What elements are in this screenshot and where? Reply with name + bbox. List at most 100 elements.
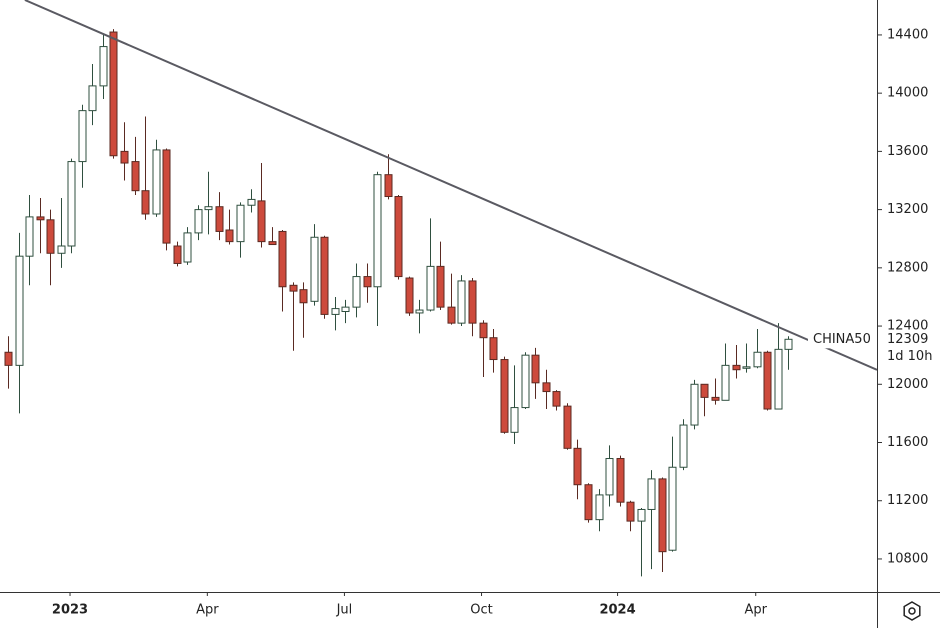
y-tick-label: 12400 xyxy=(887,319,928,334)
candle-body xyxy=(141,190,150,215)
x-tick-label: Oct xyxy=(470,603,492,618)
candle-body xyxy=(88,85,97,112)
candle-body xyxy=(479,322,488,339)
candle-body xyxy=(162,149,171,244)
candle-body xyxy=(573,447,582,486)
candle-body xyxy=(447,306,456,324)
candle-body xyxy=(46,219,55,254)
candle-body xyxy=(415,309,424,314)
y-tick-label: 14000 xyxy=(887,86,928,101)
candle-body xyxy=(384,174,393,198)
x-tick-label: Apr xyxy=(196,603,219,618)
candle-body xyxy=(742,366,751,369)
x-tick-label: Jul xyxy=(336,603,353,618)
candle-body xyxy=(299,289,308,304)
y-tick-label: 12000 xyxy=(887,377,928,392)
candle-body xyxy=(542,382,551,393)
candle-body xyxy=(489,337,498,361)
symbol-label-bg xyxy=(808,330,876,349)
candle-body xyxy=(15,255,24,366)
candle-body xyxy=(552,391,561,407)
settings-dot[interactable] xyxy=(908,607,916,615)
settings-hex[interactable] xyxy=(903,601,921,621)
candle-body xyxy=(457,280,466,324)
candle-body xyxy=(173,245,182,264)
candle-body xyxy=(25,216,34,257)
candle-body xyxy=(194,209,203,234)
symbol-label: CHINA50 xyxy=(813,332,871,347)
candle-body xyxy=(289,284,298,292)
candle-body xyxy=(67,161,76,247)
candle-body xyxy=(626,501,635,522)
candle-body xyxy=(605,458,614,496)
candle-body xyxy=(563,405,572,449)
candle-body xyxy=(247,198,256,206)
candle-body xyxy=(57,245,66,254)
candle-body xyxy=(204,206,213,211)
candle-body xyxy=(36,216,45,221)
last-price-label: 12309 xyxy=(887,332,928,347)
candle-body xyxy=(257,200,266,243)
candle-body xyxy=(690,383,699,426)
candle-body xyxy=(405,277,414,314)
settings-icon[interactable] xyxy=(903,601,921,621)
candle-body xyxy=(711,396,720,401)
candle-body xyxy=(647,478,656,510)
candle-body xyxy=(700,383,709,398)
candle-body xyxy=(320,236,329,315)
candle-body xyxy=(510,407,519,433)
candle-body xyxy=(436,265,445,308)
x-tick-label: Apr xyxy=(744,603,767,618)
candle-body xyxy=(236,204,245,243)
candle-body xyxy=(394,196,403,278)
candle-body xyxy=(774,348,783,410)
candle-body xyxy=(109,31,118,157)
candle-body xyxy=(310,236,319,302)
candle-body xyxy=(363,276,372,288)
candle-body xyxy=(468,280,477,324)
candle-body xyxy=(78,110,87,163)
candle-body xyxy=(763,351,772,410)
y-tick-label: 13200 xyxy=(887,202,928,217)
candle-body xyxy=(679,424,688,468)
x-tick-label: 2023 xyxy=(52,603,88,618)
candle-body xyxy=(616,458,625,503)
plot-area xyxy=(4,0,877,577)
candle-body xyxy=(732,364,741,371)
candle-body xyxy=(278,230,287,288)
candle-body xyxy=(668,466,677,551)
candle-body xyxy=(268,241,277,246)
y-tick-label: 11600 xyxy=(887,435,928,450)
candle-body xyxy=(4,351,13,366)
candle-body xyxy=(531,354,540,384)
candle-body xyxy=(120,150,129,164)
candle-body xyxy=(99,46,108,87)
trendline xyxy=(24,0,877,371)
y-tick-label: 13600 xyxy=(887,144,928,159)
candle-body xyxy=(426,265,435,311)
candle-body xyxy=(225,229,234,243)
candle-body xyxy=(658,478,667,553)
candle-body xyxy=(215,206,224,232)
y-tick-label: 11200 xyxy=(887,493,928,508)
candle-body xyxy=(753,351,762,368)
candle-body xyxy=(521,354,530,409)
y-tick-label: 12800 xyxy=(887,260,928,275)
candle-body xyxy=(152,149,161,215)
candle-body xyxy=(584,484,593,521)
countdown-label: 1d 10h xyxy=(887,349,932,364)
candle-body xyxy=(341,306,350,313)
candle-body xyxy=(595,494,604,521)
candle-body xyxy=(131,161,140,192)
candle-body xyxy=(352,276,361,308)
candle-body xyxy=(784,338,793,350)
x-tick-label: 2024 xyxy=(599,603,635,618)
candle-body xyxy=(183,232,192,263)
y-tick-label: 10800 xyxy=(887,551,928,566)
candle-body xyxy=(373,174,382,288)
candle-body xyxy=(721,364,730,401)
candle-body xyxy=(500,359,509,433)
candle-body xyxy=(637,508,646,522)
y-tick-label: 14400 xyxy=(887,27,928,42)
